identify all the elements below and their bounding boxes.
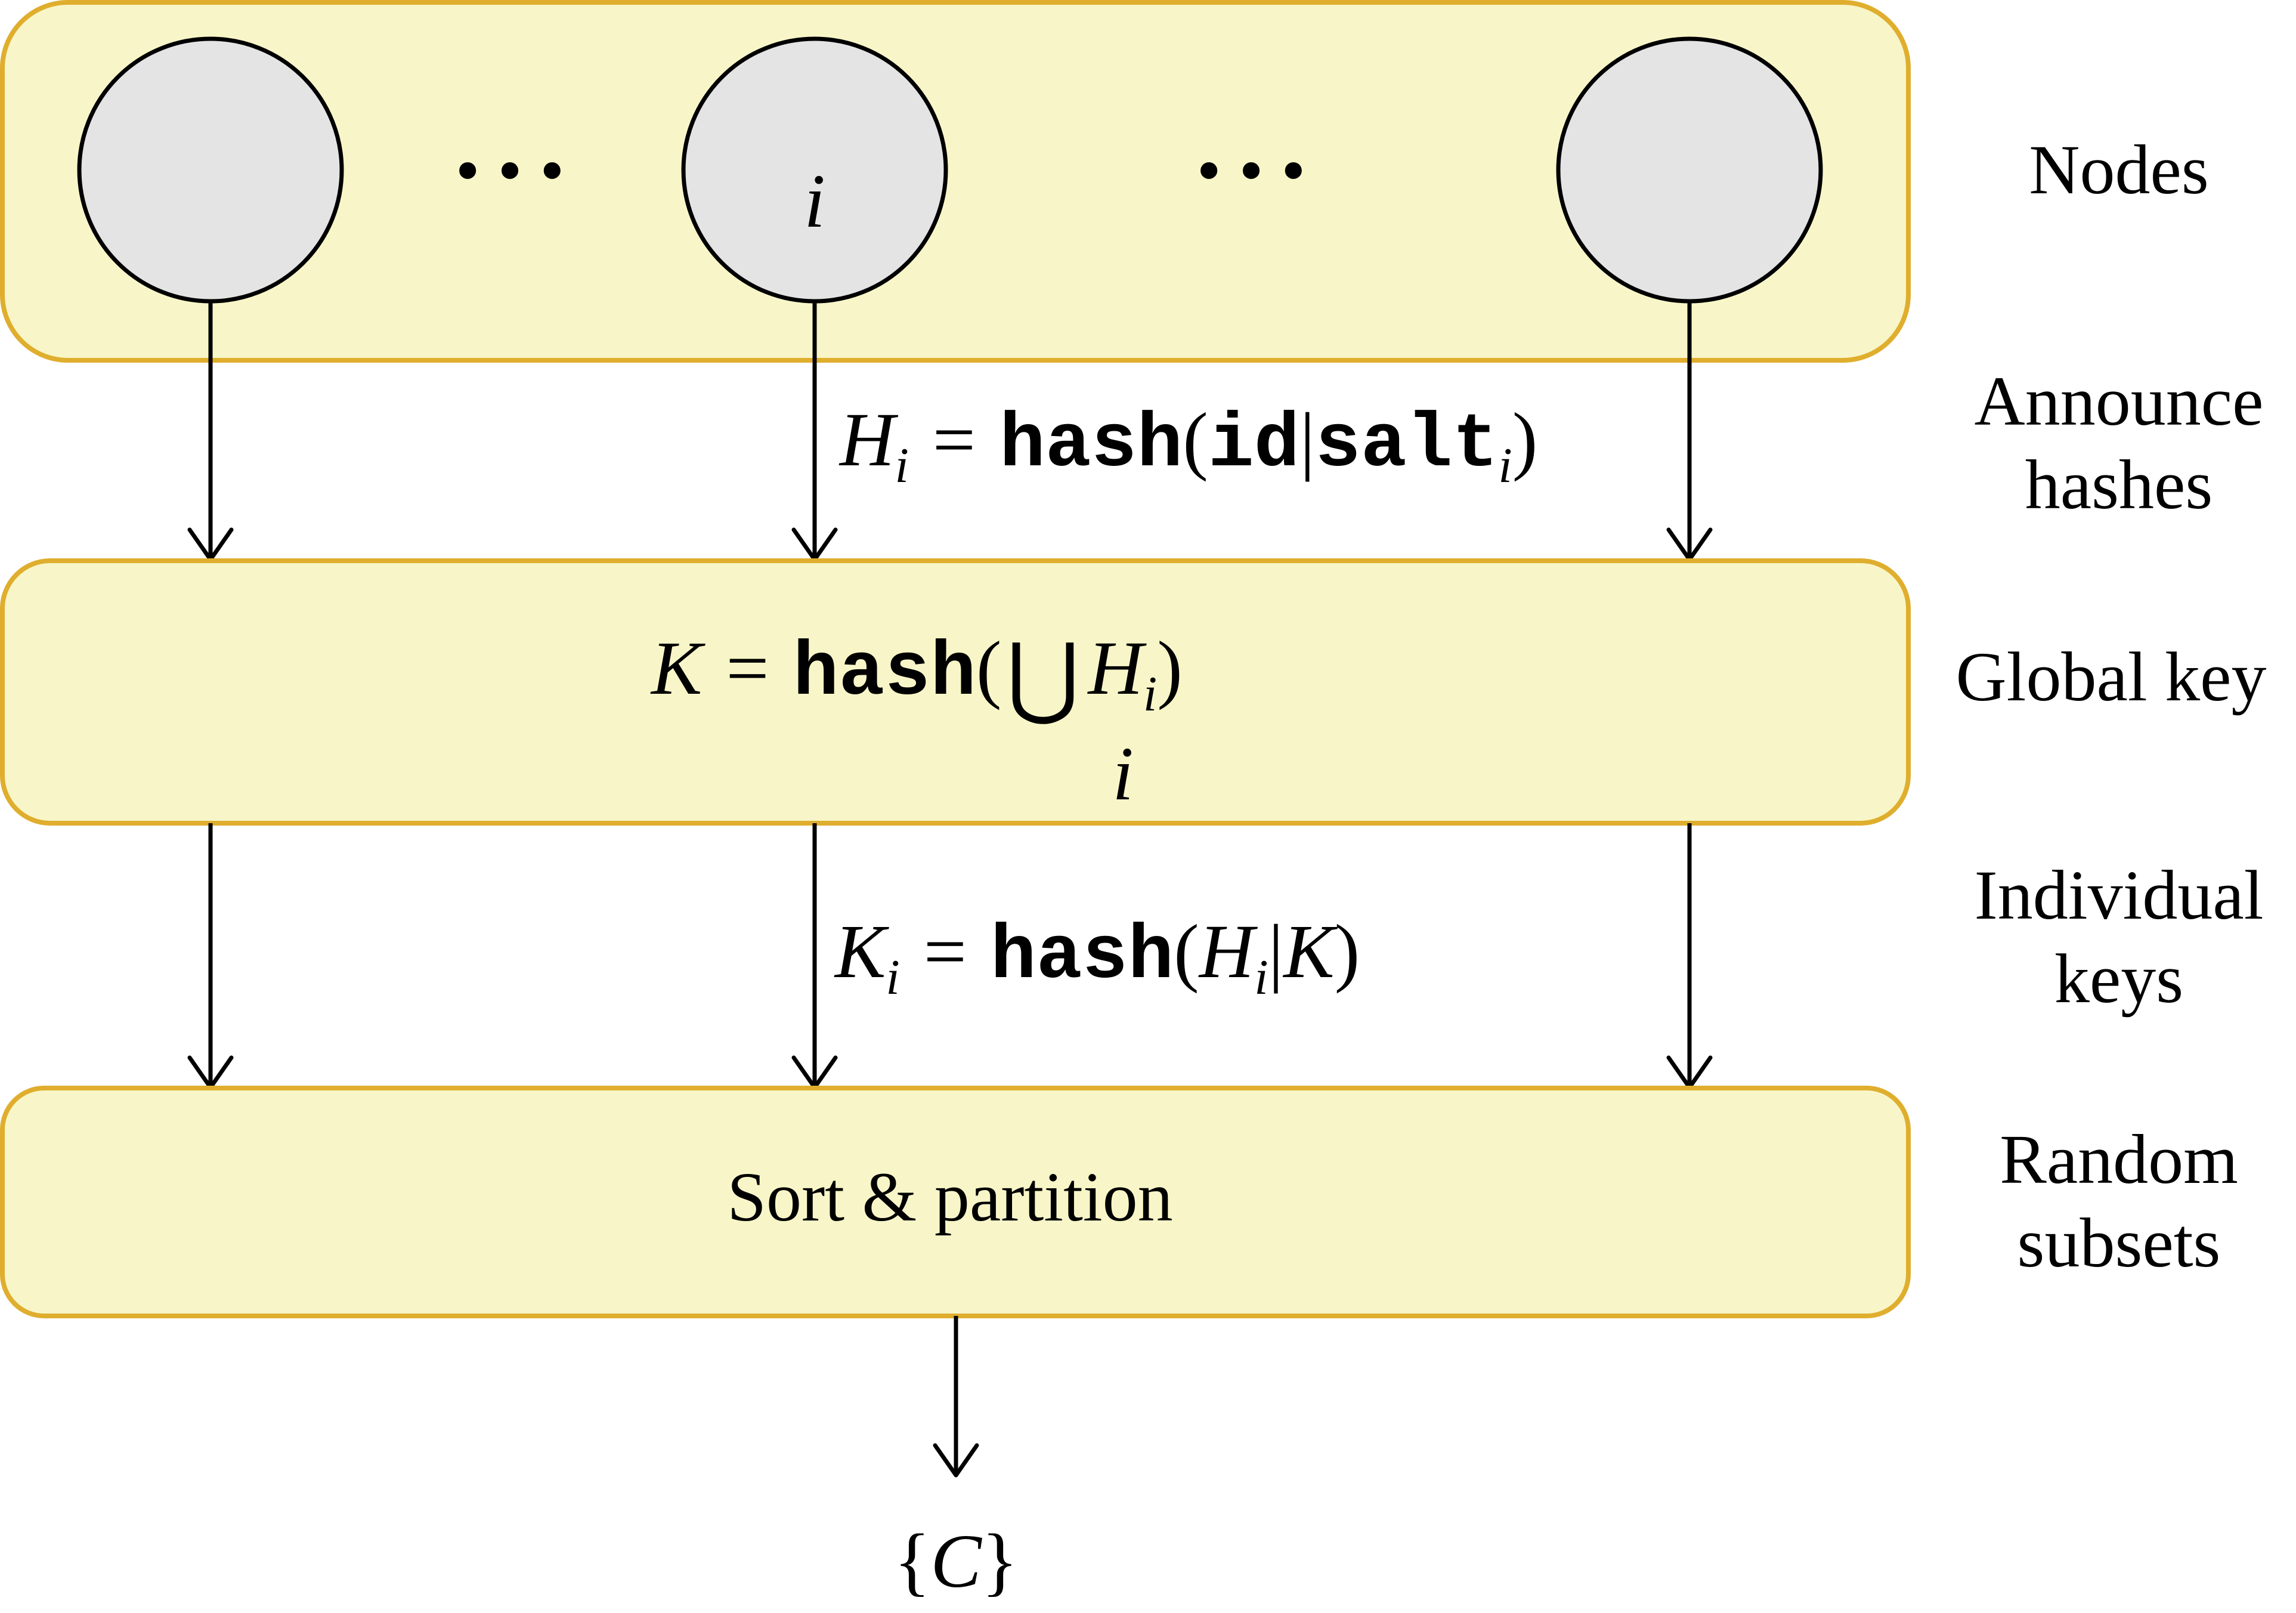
partition-label: Sort & partition xyxy=(727,1158,1172,1236)
stage-label-nodes: Nodes xyxy=(2029,131,2209,209)
union-subscript: i xyxy=(1112,731,1134,816)
stage-label-individual-2: keys xyxy=(2054,940,2183,1018)
stage-label-announce: Announce xyxy=(1975,362,2264,440)
global-key-box xyxy=(0,558,1911,826)
node-i: i xyxy=(681,36,948,304)
node-first xyxy=(77,36,344,304)
stage-label-random-2: subsets xyxy=(2017,1204,2221,1282)
output-arrow-head xyxy=(933,1443,979,1478)
stage-label-announce-2: hashes xyxy=(2025,446,2213,524)
output-set: {C} xyxy=(894,1519,1018,1603)
announce-formula: Hi = hash(id|salti) xyxy=(838,397,1537,493)
individual-key-formula: Ki = hash(Hi|K) xyxy=(834,909,1360,1005)
node-last xyxy=(1556,36,1823,304)
stage-label-random: Random xyxy=(2000,1120,2238,1198)
arrows-announce xyxy=(187,301,1713,562)
nodes-box xyxy=(0,0,1911,363)
ellipsis-right: • • • xyxy=(1197,131,1306,209)
ellipsis-left: • • • xyxy=(456,131,565,209)
node-i-label: i xyxy=(804,159,825,243)
stage-labels: Nodes Announce hashes Global key Individ… xyxy=(1955,131,2266,1282)
stage-label-global-key: Global key xyxy=(1955,638,2266,716)
global-key-formula: K = hash(⋃ Hi) xyxy=(650,626,1183,727)
stage-label-individual: Individual xyxy=(1974,856,2263,934)
